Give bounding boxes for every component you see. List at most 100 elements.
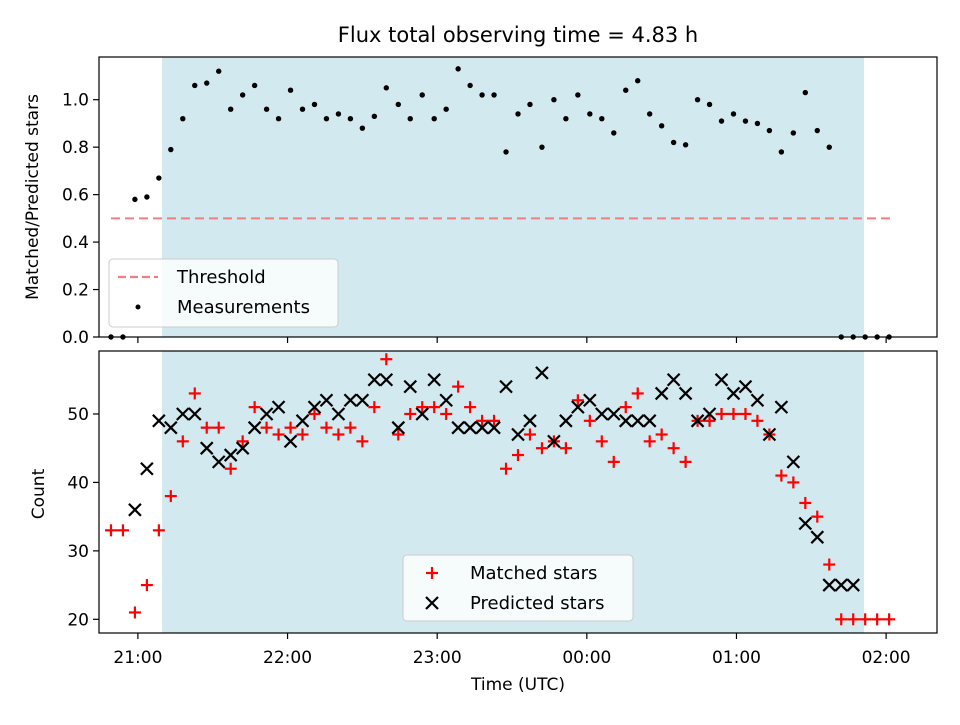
matched-star-point: [583, 414, 596, 427]
predicted-star-point: [559, 414, 573, 428]
matched-star-point: [164, 490, 177, 503]
predicted-star-point: [487, 420, 501, 435]
measurement-point: [694, 97, 701, 103]
measurement-point: [670, 139, 677, 146]
measurement-point: [467, 82, 473, 89]
measurement-point: [407, 115, 413, 122]
matched-star-point: [488, 414, 501, 427]
matched-star-point: [152, 524, 165, 537]
predicted-star-point: [367, 372, 382, 387]
measurement-point: [718, 118, 725, 124]
predicted-star-point: [259, 407, 274, 421]
measurement-point: [311, 101, 318, 108]
predicted-star-point: [343, 393, 358, 408]
predicted-star-points: [128, 366, 860, 592]
matched-star-point: [440, 407, 453, 420]
predicted-star-point: [415, 407, 430, 421]
predicted-star-point: [247, 420, 262, 435]
predicted-star-point: [810, 530, 825, 544]
measurement-point: [156, 175, 162, 181]
measurement-point: [323, 115, 330, 122]
measurement-point: [132, 196, 138, 203]
top-y-axis-label: Matched/Predicted stars: [23, 94, 43, 300]
matched-star-point: [200, 421, 213, 434]
bottom-y-tick-label: 40: [67, 473, 89, 493]
bottom-x-tick-label: 00:00: [562, 648, 611, 668]
bottom-y-axis-label: Count: [29, 468, 49, 519]
predicted-star-point: [379, 372, 394, 387]
measurement-point: [287, 87, 294, 93]
matched-star-point: [727, 407, 740, 420]
top-legend: Threshold Measurements: [108, 258, 339, 328]
predicted-star-point: [283, 434, 298, 449]
measurement-point: [551, 97, 557, 103]
measurement-point: [383, 85, 390, 91]
matched-star-point: [631, 387, 644, 400]
matched-star-point: [643, 435, 656, 448]
matched-star-point: [236, 435, 249, 448]
measurement-point: [431, 115, 437, 122]
predicted-star-point: [295, 414, 310, 428]
predicted-star-point: [223, 448, 238, 462]
matched-star-point: [571, 394, 584, 407]
measurement-point: [682, 142, 689, 148]
matched-star-point: [512, 449, 524, 462]
measurement-point: [479, 92, 485, 98]
matched-star-point: [619, 401, 632, 414]
predicted-star-point: [511, 427, 525, 442]
predicted-star-point: [726, 386, 741, 401]
measurement-point: [599, 115, 605, 122]
matched-star-point: [272, 428, 285, 441]
predicted-star-point: [678, 386, 693, 401]
measurement-point: [515, 111, 521, 117]
matched-star-point: [739, 407, 752, 420]
predicted-star-point: [762, 427, 777, 442]
matched-star-point: [883, 613, 896, 626]
predicted-star-point: [187, 407, 202, 421]
top-chart-title: Flux total observing time = 4.83 h: [338, 23, 698, 47]
measurement-point: [611, 130, 617, 136]
top-y-tick-label: 0.2: [62, 281, 89, 301]
measurement-point: [263, 106, 270, 112]
predicted-star-point: [128, 503, 142, 517]
bottom-legend-box: [402, 554, 634, 622]
measurement-point: [216, 68, 222, 74]
legend-measurements-label: Measurements: [177, 297, 310, 318]
measurement-point: [299, 106, 306, 112]
predicted-star-point: [164, 420, 178, 435]
predicted-star-point: [702, 407, 717, 421]
matched-star-point: [248, 401, 261, 414]
matched-star-point: [104, 524, 117, 537]
matched-star-points: [104, 353, 896, 626]
legend-predicted-label: Predicted stars: [470, 593, 604, 614]
bottom-x-tick-label: 23:00: [413, 648, 462, 668]
predicted-star-point: [595, 407, 609, 421]
measurement-point: [539, 144, 545, 150]
measurement-point: [742, 118, 749, 124]
matched-star-point: [607, 455, 620, 468]
predicted-star-point: [451, 420, 465, 435]
predicted-star-point: [152, 414, 166, 428]
predicted-star-point: [774, 400, 789, 414]
top-legend-box: [108, 258, 339, 328]
predicted-star-point: [618, 414, 633, 428]
measurement-point: [754, 120, 761, 127]
matched-star-point: [703, 414, 716, 427]
matched-star-point: [392, 428, 405, 441]
predicted-star-point: [606, 407, 621, 421]
matched-star-point: [452, 380, 465, 393]
bottom-x-tick-label: 02:00: [862, 648, 911, 668]
matched-star-point: [787, 476, 800, 489]
measurement-point: [503, 149, 509, 155]
predicted-star-point: [307, 400, 322, 414]
matched-star-point: [344, 421, 357, 434]
predicted-star-point: [499, 379, 513, 394]
measurement-point: [455, 66, 461, 72]
predicted-star-point: [822, 578, 837, 592]
measurement-point: [646, 111, 653, 117]
measurement-point: [347, 115, 354, 122]
legend-measurements-swatch: [135, 304, 141, 310]
predicted-star-point: [199, 441, 214, 455]
matched-star-point: [559, 442, 572, 455]
